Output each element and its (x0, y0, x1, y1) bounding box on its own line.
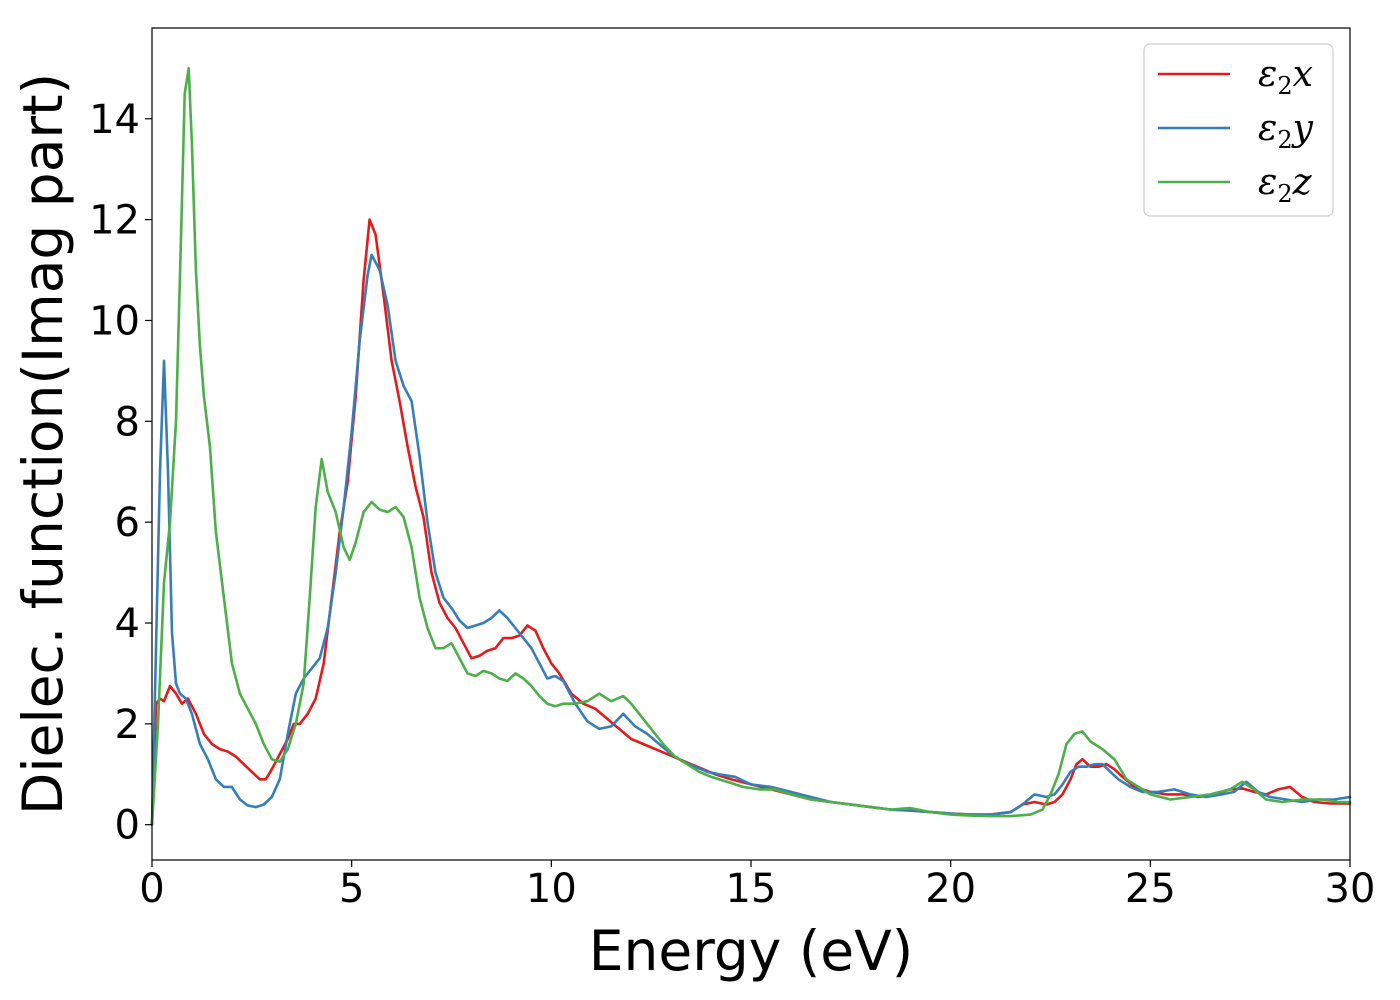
legend-box (1143, 43, 1334, 217)
x-tick-label: 25 (1125, 866, 1176, 912)
y-axis: 0 2 4 6 8 10 12 14 (89, 97, 152, 849)
series-layer (150, 67, 1352, 827)
legend-label-z: ε2z (1258, 162, 1313, 208)
legend-label-y: ε2y (1258, 108, 1314, 154)
x-axis: 0 5 10 15 20 25 30 (139, 860, 1375, 912)
series-line-z (150, 67, 1352, 827)
x-tick-label: 20 (925, 866, 976, 912)
y-tick-label: 2 (115, 702, 140, 748)
y-tick-label: 12 (89, 198, 140, 244)
legend-label-x: ε2x (1258, 54, 1313, 100)
y-tick-label: 4 (115, 601, 140, 647)
x-tick-label: 0 (139, 866, 164, 912)
y-axis-title: Dielec. function(Imag part) (11, 73, 75, 815)
y-tick-label: 6 (115, 500, 140, 546)
x-tick-label: 5 (339, 866, 364, 912)
x-tick-label: 10 (526, 866, 577, 912)
y-tick-label: 0 (115, 803, 140, 849)
legend: ε2x ε2y ε2z (1143, 43, 1334, 217)
x-tick-label: 15 (726, 866, 777, 912)
x-tick-label: 30 (1325, 866, 1376, 912)
series-line-y (150, 253, 1352, 827)
y-tick-label: 8 (115, 399, 140, 445)
y-tick-label: 10 (89, 298, 140, 344)
x-axis-title: Energy (eV) (589, 919, 913, 983)
y-tick-label: 14 (89, 97, 140, 143)
